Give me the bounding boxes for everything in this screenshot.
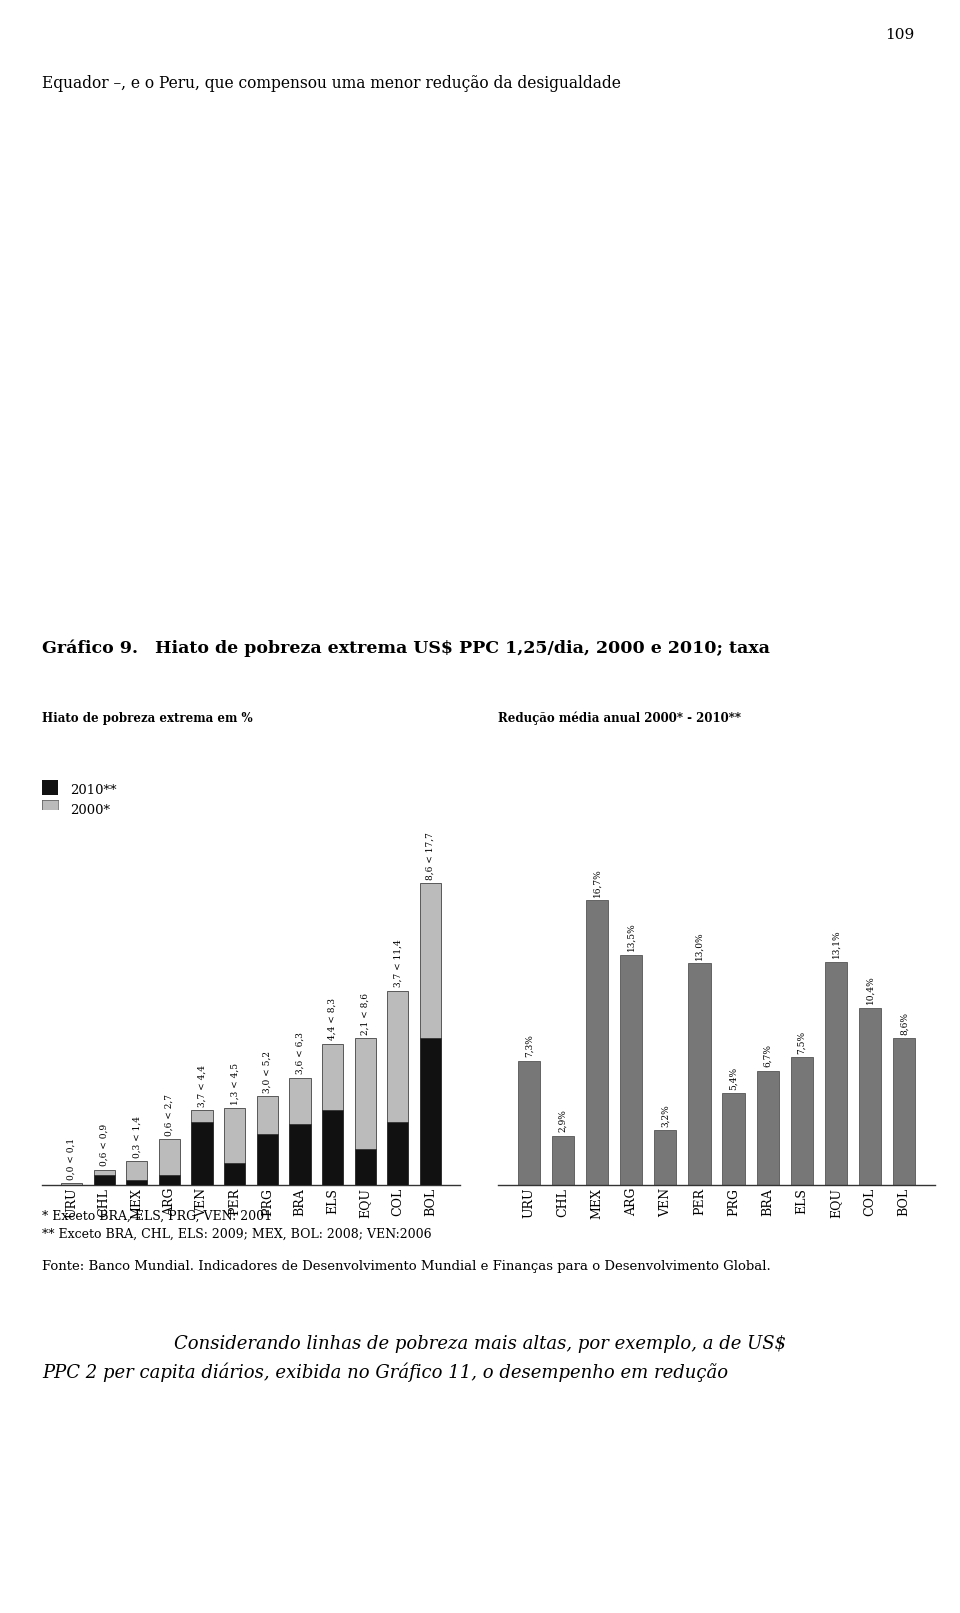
- Text: ** Exceto BRA, CHL, ELS: 2009; MEX, BOL: 2008; VEN:2006: ** Exceto BRA, CHL, ELS: 2009; MEX, BOL:…: [42, 1227, 432, 1240]
- Bar: [224, 1163, 246, 1186]
- Bar: [61, 1184, 83, 1186]
- Bar: [191, 1123, 213, 1186]
- Bar: [224, 1108, 246, 1186]
- Text: * Exceto BRA, ELS, PRG, VEN: 2001: * Exceto BRA, ELS, PRG, VEN: 2001: [42, 1210, 272, 1223]
- Bar: [517, 1061, 540, 1186]
- Text: Hiato de pobreza extrema em %: Hiato de pobreza extrema em %: [42, 711, 252, 724]
- Bar: [387, 990, 408, 1186]
- Text: 16,7%: 16,7%: [592, 868, 602, 897]
- Bar: [126, 1179, 148, 1186]
- Text: 109: 109: [885, 27, 915, 42]
- Text: Gráfico 9.: Gráfico 9.: [42, 640, 138, 656]
- Text: 8,6 < 17,7: 8,6 < 17,7: [426, 832, 435, 879]
- Bar: [289, 1077, 310, 1186]
- Text: 7,3%: 7,3%: [524, 1034, 534, 1057]
- Bar: [322, 1044, 343, 1186]
- Bar: [420, 884, 441, 1186]
- Text: Equador –, e o Peru, que compensou uma menor redução da desigualdade: Equador –, e o Peru, que compensou uma m…: [42, 74, 621, 92]
- Text: 6,7%: 6,7%: [763, 1044, 772, 1068]
- Text: 13,5%: 13,5%: [627, 923, 636, 952]
- Text: Hiato de pobreza extrema US$ PPC 1,25/dia, 2000 e 2010; taxa: Hiato de pobreza extrema US$ PPC 1,25/di…: [155, 640, 770, 656]
- Bar: [756, 1071, 779, 1186]
- Bar: [825, 961, 847, 1186]
- Text: 0,3 < 1,4: 0,3 < 1,4: [132, 1116, 141, 1158]
- Bar: [126, 1161, 148, 1186]
- Text: 2010**: 2010**: [70, 784, 116, 797]
- Bar: [289, 1124, 310, 1186]
- Bar: [158, 1139, 180, 1186]
- Text: 0,0 < 0,1: 0,0 < 0,1: [67, 1137, 76, 1179]
- Bar: [893, 1039, 915, 1186]
- Text: 7,5%: 7,5%: [797, 1031, 806, 1053]
- Text: 0,6 < 0,9: 0,6 < 0,9: [100, 1124, 108, 1166]
- Text: 3,7 < 11,4: 3,7 < 11,4: [394, 939, 402, 987]
- Text: 13,1%: 13,1%: [831, 929, 840, 958]
- Text: 3,0 < 5,2: 3,0 < 5,2: [263, 1052, 272, 1094]
- Bar: [94, 1169, 115, 1186]
- Bar: [256, 1097, 277, 1186]
- Bar: [620, 955, 642, 1186]
- Text: PPC 2 per capita diários, exibida no Gráfico 11, o desempenho em redução: PPC 2 per capita diários, exibida no Grá…: [42, 1363, 728, 1382]
- Bar: [655, 1131, 677, 1186]
- Text: 8,6%: 8,6%: [900, 1011, 908, 1036]
- Bar: [354, 1039, 375, 1186]
- Bar: [723, 1094, 745, 1186]
- Text: 5,4%: 5,4%: [729, 1066, 738, 1089]
- Bar: [256, 1134, 277, 1186]
- Bar: [94, 1174, 115, 1186]
- Bar: [387, 1123, 408, 1186]
- Text: 3,7 < 4,4: 3,7 < 4,4: [198, 1065, 206, 1107]
- Bar: [859, 1008, 881, 1186]
- Bar: [552, 1136, 574, 1186]
- Bar: [191, 1110, 213, 1186]
- Bar: [688, 963, 710, 1186]
- Text: Fonte: Banco Mundial. Indicadores de Desenvolvimento Mundial e Finanças para o D: Fonte: Banco Mundial. Indicadores de Des…: [42, 1260, 771, 1273]
- Text: 13,0%: 13,0%: [695, 931, 704, 960]
- Text: 1,3 < 4,5: 1,3 < 4,5: [230, 1063, 239, 1105]
- Text: Considerando linhas de pobreza mais altas, por exemplo, a de US$: Considerando linhas de pobreza mais alta…: [174, 1336, 786, 1353]
- Bar: [354, 1148, 375, 1186]
- Text: Redução média anual 2000* - 2010**: Redução média anual 2000* - 2010**: [498, 711, 741, 724]
- Bar: [158, 1174, 180, 1186]
- Text: 3,6 < 6,3: 3,6 < 6,3: [296, 1032, 304, 1074]
- Text: 0,6 < 2,7: 0,6 < 2,7: [165, 1094, 174, 1136]
- Bar: [586, 900, 609, 1186]
- Text: 2000*: 2000*: [70, 803, 110, 816]
- Bar: [791, 1057, 813, 1186]
- Text: 2,9%: 2,9%: [559, 1110, 567, 1132]
- Bar: [322, 1110, 343, 1186]
- Text: 4,4 < 8,3: 4,4 < 8,3: [328, 998, 337, 1040]
- Text: 3,2%: 3,2%: [660, 1105, 670, 1127]
- Text: 2,1 < 8,6: 2,1 < 8,6: [361, 994, 370, 1036]
- Text: 10,4%: 10,4%: [866, 976, 875, 1005]
- Bar: [420, 1039, 441, 1186]
